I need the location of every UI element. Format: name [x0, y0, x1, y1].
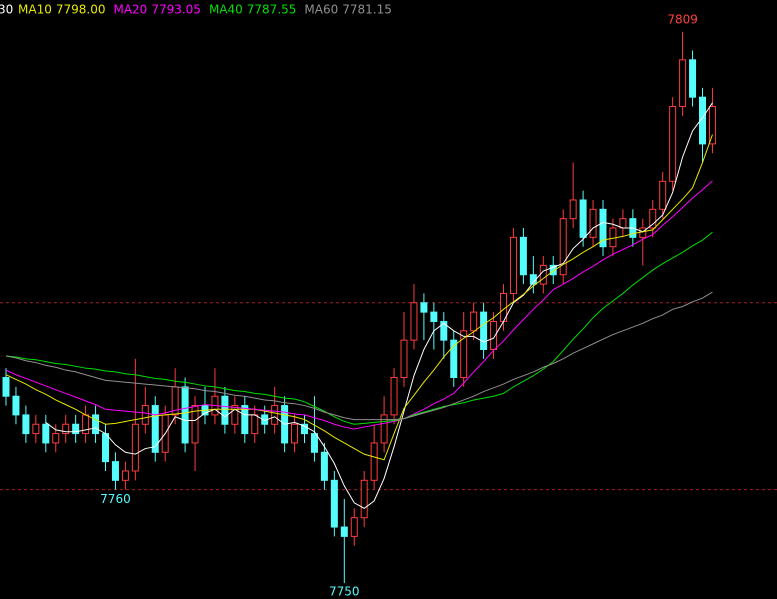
candle-body	[679, 59, 687, 108]
candle-body	[151, 405, 159, 453]
candle-body	[599, 208, 607, 248]
candle-body	[340, 526, 348, 537]
candle-body	[509, 236, 517, 294]
ma-line	[45, 102, 713, 509]
candle-body	[82, 414, 90, 435]
candle-body	[440, 320, 448, 341]
candle-body	[519, 236, 527, 276]
candle-body	[62, 423, 70, 435]
candle-body	[121, 470, 129, 481]
candle-body	[490, 320, 498, 350]
candle-body	[271, 405, 279, 425]
candle-body	[450, 339, 458, 379]
legend-name: MA20	[113, 3, 147, 17]
ma-line	[5, 291, 713, 421]
candle-body	[589, 208, 597, 238]
candle-body	[350, 517, 358, 537]
candle-body	[301, 423, 308, 435]
header-fragment: 30	[0, 3, 13, 17]
candle-body	[569, 199, 577, 220]
low-label: 7760	[100, 492, 131, 506]
candle-body	[320, 451, 328, 481]
candle-body	[579, 199, 587, 238]
ma-line	[5, 134, 713, 461]
legend-value: 7798.00	[56, 3, 106, 17]
candle-body	[12, 395, 20, 416]
candle-body	[699, 96, 706, 145]
candle-body	[370, 442, 378, 481]
candle-body	[539, 264, 547, 285]
candle-body	[2, 377, 10, 397]
candle-body	[360, 479, 368, 519]
ma-line	[5, 231, 713, 425]
legend-name: MA60	[304, 3, 338, 17]
candle-body	[380, 414, 388, 444]
candle-body	[22, 414, 30, 435]
candle-body	[241, 405, 249, 435]
candle-body	[639, 227, 647, 238]
high-label: 7809	[667, 12, 698, 26]
candle-body	[131, 423, 139, 472]
candle-body	[549, 264, 557, 276]
candle-body	[400, 339, 408, 379]
candle-body	[559, 218, 567, 276]
candle-body	[708, 106, 716, 145]
legend-value: 7793.05	[151, 3, 201, 17]
candle-body	[659, 180, 667, 210]
candle-body	[410, 302, 418, 341]
candle-body	[111, 461, 119, 481]
candle-body	[181, 386, 189, 444]
candle-body	[420, 302, 428, 313]
candle-body	[102, 433, 109, 463]
candle-body	[251, 414, 259, 435]
candle-body	[330, 479, 338, 528]
legend-value: 7781.15	[342, 3, 392, 17]
candle-body	[141, 405, 149, 425]
ma-line	[5, 180, 713, 430]
candle-body	[390, 377, 398, 416]
candle-body	[52, 433, 60, 444]
candle-body	[310, 433, 318, 453]
candle-body	[460, 330, 468, 379]
candle-body	[231, 405, 239, 425]
legend-name: MA10	[18, 3, 52, 17]
candle-body	[291, 423, 299, 444]
candle-body	[480, 311, 488, 350]
candle-body	[689, 59, 697, 98]
candle-body	[191, 405, 199, 444]
candle-body	[649, 208, 657, 229]
candle-body	[619, 218, 627, 229]
candle-body	[609, 227, 617, 248]
candle-body	[92, 414, 100, 435]
candle-body	[470, 311, 478, 332]
low-label: 7750	[329, 585, 360, 599]
candle-body	[72, 423, 80, 435]
legend-value: 7787.55	[247, 3, 297, 17]
candle-body	[669, 106, 677, 182]
candle-body	[430, 311, 438, 322]
candle-body	[42, 423, 50, 444]
candle-body	[221, 395, 229, 425]
candle-body	[32, 423, 40, 435]
legend-name: MA40	[209, 3, 243, 17]
